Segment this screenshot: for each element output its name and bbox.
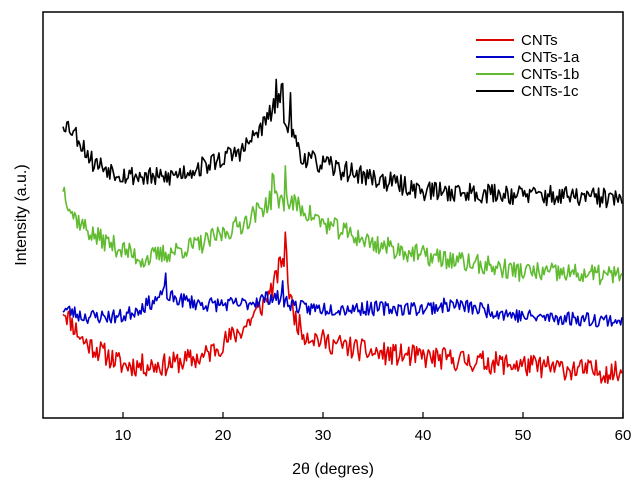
series-line-cnts-1b <box>62 165 623 286</box>
x-tick-label: 60 <box>615 427 632 444</box>
y-axis-title: Intensity (a.u.) <box>13 164 30 265</box>
series-layer <box>62 78 623 385</box>
x-tick-label: 40 <box>415 427 432 444</box>
series-line-cnts <box>62 231 623 385</box>
x-tick-label: 10 <box>115 427 132 444</box>
x-tick-label: 50 <box>515 427 532 444</box>
x-tick-label: 30 <box>315 427 332 444</box>
series-line-cnts-1a <box>62 272 623 328</box>
x-axis: 10 20 30 40 50 60 <box>115 412 632 444</box>
legend-label: CNTs <box>521 32 558 49</box>
legend-label: CNTs-1a <box>521 49 580 66</box>
legend-label: CNTs-1b <box>521 66 579 83</box>
plot-frame <box>42 11 624 419</box>
x-axis-title: 2θ (degres) <box>292 461 374 478</box>
series-line-cnts-1c <box>62 78 623 209</box>
legend-label: CNTs-1c <box>521 83 579 100</box>
x-tick-label: 20 <box>215 427 232 444</box>
